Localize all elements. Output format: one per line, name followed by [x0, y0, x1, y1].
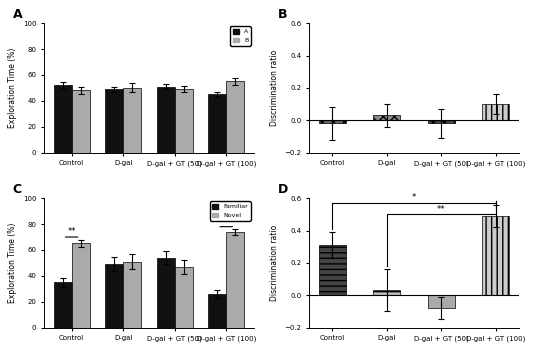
Text: B: B	[278, 8, 287, 21]
Text: ***: ***	[220, 217, 233, 226]
Y-axis label: Discrimination ratio: Discrimination ratio	[270, 50, 279, 126]
Bar	[373, 290, 400, 295]
Bar	[428, 295, 455, 308]
Text: A: A	[12, 8, 22, 21]
Bar	[226, 82, 244, 153]
Bar	[54, 282, 72, 328]
Bar	[482, 216, 509, 295]
Bar	[208, 294, 226, 328]
Bar	[157, 258, 175, 328]
Bar	[72, 244, 90, 328]
Bar	[175, 89, 193, 153]
Bar	[54, 85, 72, 153]
Text: D: D	[278, 183, 288, 196]
Text: **: **	[437, 205, 445, 214]
Bar	[123, 88, 141, 153]
Bar	[175, 267, 193, 328]
Bar	[105, 264, 123, 328]
Y-axis label: Discrimination ratio: Discrimination ratio	[270, 225, 279, 301]
Text: C: C	[12, 183, 21, 196]
Bar	[318, 245, 346, 295]
Y-axis label: Exploration Time (%): Exploration Time (%)	[9, 48, 17, 128]
Bar	[105, 89, 123, 153]
Bar	[373, 116, 400, 120]
Bar	[226, 232, 244, 328]
Bar	[318, 120, 346, 124]
Text: **: **	[68, 228, 76, 236]
Legend: A, B: A, B	[230, 26, 251, 46]
Legend: Familiar, Novel: Familiar, Novel	[210, 201, 251, 220]
Bar	[157, 86, 175, 153]
Bar	[123, 261, 141, 328]
Bar	[208, 94, 226, 153]
Y-axis label: Exploration Time (%): Exploration Time (%)	[9, 223, 17, 303]
Bar	[482, 104, 509, 120]
Text: *: *	[412, 193, 416, 202]
Bar	[72, 90, 90, 153]
Bar	[428, 120, 455, 124]
